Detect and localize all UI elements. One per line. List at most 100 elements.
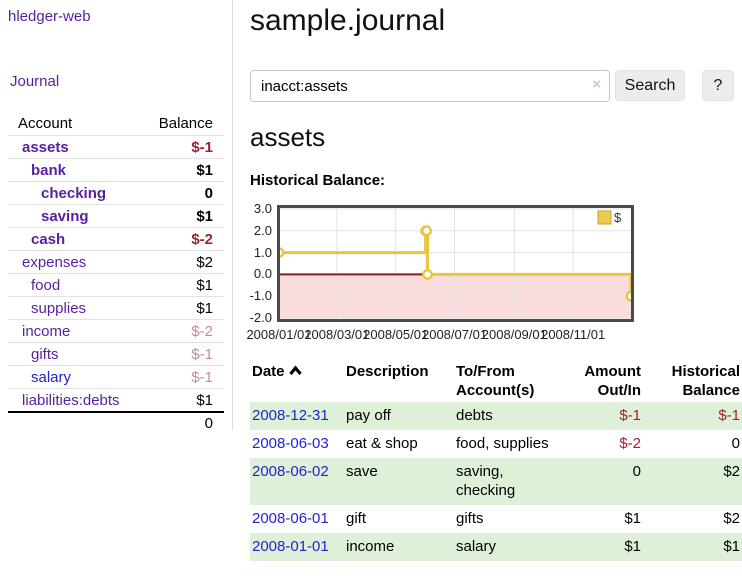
account-row: gifts $-1: [8, 342, 224, 365]
x-axis-tick-label: 2008/01/01: [246, 327, 312, 342]
accounts-total-value: 0: [204, 415, 213, 432]
y-axis-tick-label: 1.0: [253, 244, 272, 260]
account-row: liabilities:debts $1: [8, 388, 224, 411]
register-table-body: 2008-12-31 pay off debts $-1 $-1 2008-06-03 ea…: [250, 402, 742, 561]
y-axis-tick-label: -2.0: [249, 310, 272, 325]
account-row: supplies $1: [8, 296, 224, 319]
accounts-column-header: To/From Account(s): [456, 363, 535, 399]
transaction-description: save: [346, 463, 378, 480]
account-row: bank $1: [8, 158, 224, 181]
y-axis-tick-label: 3.0: [253, 201, 272, 216]
sidebar-account-link[interactable]: salary: [31, 368, 72, 386]
chart-heading: Historical Balance:: [250, 172, 386, 189]
sidebar-account-link[interactable]: food: [31, 276, 61, 294]
sidebar-account-link[interactable]: expenses: [22, 253, 87, 271]
sidebar-account-link[interactable]: assets: [22, 138, 69, 156]
account-balance: $1: [196, 299, 213, 317]
search-button[interactable]: Search: [615, 70, 685, 101]
account-heading: assets: [250, 122, 326, 152]
app-brand-link[interactable]: hledger-web: [8, 8, 91, 25]
data-point-marker: [421, 225, 433, 237]
description-column-header: Description: [346, 363, 429, 380]
register-row: 2008-06-03 eat & shop food, supplies $-2 0: [250, 430, 742, 458]
x-axis-tick-label: 2008/09/01: [481, 327, 547, 342]
account-balance: $-2: [191, 230, 213, 248]
account-row: cash $-2: [8, 227, 224, 250]
page-title: sample.journal: [250, 4, 446, 37]
accounts-total-row: 0: [8, 411, 224, 434]
accounts-table: Account Balance assets $-1 bank $1 checking 0…: [8, 112, 224, 434]
transaction-description: gift: [346, 510, 367, 527]
account-row: saving $1: [8, 204, 224, 227]
transaction-date-link[interactable]: 2008-12-31: [252, 407, 329, 424]
sidebar-account-link[interactable]: gifts: [31, 345, 59, 363]
transaction-balance: $2: [723, 510, 740, 527]
register-table: Date Description To/From Account(s) Amou…: [250, 360, 742, 561]
register-row: 2008-06-01 gift gifts $1 $2: [250, 505, 742, 533]
sidebar-account-link[interactable]: checking: [41, 184, 107, 202]
register-row: 2008-12-31 pay off debts $-1 $-1: [250, 402, 742, 430]
account-balance: $1: [196, 391, 213, 409]
amount-column-header: Amount Out/In: [584, 363, 641, 399]
register-row: 2008-01-01 income salary $1 $1: [250, 533, 742, 561]
account-row: assets $-1: [8, 135, 224, 158]
sort-ascending-icon: [288, 365, 302, 376]
transaction-amount: $-1: [619, 407, 641, 424]
sidebar: hledger-web Journal Account Balance asse…: [0, 0, 233, 432]
transaction-amount: $1: [624, 538, 641, 555]
transaction-description: eat & shop: [346, 435, 418, 452]
date-column-header[interactable]: Date: [250, 360, 344, 402]
y-axis-tick-label: -1.0: [249, 288, 272, 304]
account-row: income $-2: [8, 319, 224, 342]
transaction-amount: $1: [624, 510, 641, 527]
y-axis-tick-label: 0.0: [253, 266, 272, 282]
account-balance: $-1: [191, 345, 213, 363]
transaction-accounts: salary: [456, 538, 497, 555]
accounts-table-body: assets $-1 bank $1 checking 0 saving $1 cash $-2 e…: [8, 135, 224, 411]
sidebar-account-link[interactable]: bank: [31, 161, 67, 179]
transaction-balance: $1: [723, 538, 740, 555]
clear-search-icon[interactable]: ×: [592, 76, 601, 93]
account-balance: $2: [196, 253, 213, 271]
transaction-date-link[interactable]: 2008-01-01: [252, 538, 329, 555]
legend-swatch: [597, 210, 612, 225]
search-input[interactable]: [250, 70, 610, 102]
legend-label: $: [614, 210, 622, 225]
transaction-accounts: saving, checking: [456, 463, 516, 499]
account-balance: $-1: [191, 368, 213, 386]
data-point-marker: [422, 269, 433, 280]
account-balance: $1: [196, 207, 213, 225]
balance-chart-svg: $: [277, 205, 634, 322]
register-header-row: Date Description To/From Account(s) Amou…: [250, 360, 742, 402]
account-column-header: Account: [18, 115, 73, 132]
balance-column-header-main: Historical Balance: [671, 363, 740, 399]
transaction-date-link[interactable]: 2008-06-01: [252, 510, 329, 527]
sidebar-account-link[interactable]: cash: [31, 230, 66, 248]
account-balance: $-2: [191, 322, 213, 340]
sidebar-account-link[interactable]: supplies: [31, 299, 87, 317]
transaction-balance: 0: [731, 435, 740, 452]
y-axis-tick-label: 2.0: [253, 222, 272, 238]
historical-balance-chart: $ 3.0 2.0 1.0 0.0 -1.0 -2.0 2008/01/01 2008/03/…: [240, 201, 642, 345]
help-button[interactable]: ?: [702, 70, 734, 101]
transaction-accounts: gifts: [456, 510, 484, 527]
transaction-description: pay off: [346, 407, 391, 424]
transaction-accounts: food, supplies: [456, 435, 549, 452]
x-axis-tick-label: 2008/11/01: [541, 327, 606, 342]
account-row: salary $-1: [8, 365, 224, 388]
account-balance: $1: [196, 161, 213, 179]
sidebar-account-link[interactable]: income: [22, 322, 71, 340]
transaction-date-link[interactable]: 2008-06-03: [252, 435, 329, 452]
sidebar-item-journal[interactable]: Journal: [10, 73, 60, 90]
transaction-amount: $-2: [619, 435, 641, 452]
account-row: food $1: [8, 273, 224, 296]
transaction-date-link[interactable]: 2008-06-02: [252, 463, 329, 480]
register-row: 2008-06-02 save saving, checking 0 $2: [250, 458, 742, 505]
transaction-accounts: debts: [456, 407, 493, 424]
sidebar-account-link[interactable]: liabilities:debts: [22, 391, 120, 409]
sidebar-account-link[interactable]: saving: [41, 207, 89, 225]
search-bar: ×: [250, 70, 610, 102]
plot-border: [277, 205, 634, 322]
transaction-description: income: [346, 538, 395, 555]
transaction-balance: $-1: [718, 407, 740, 424]
